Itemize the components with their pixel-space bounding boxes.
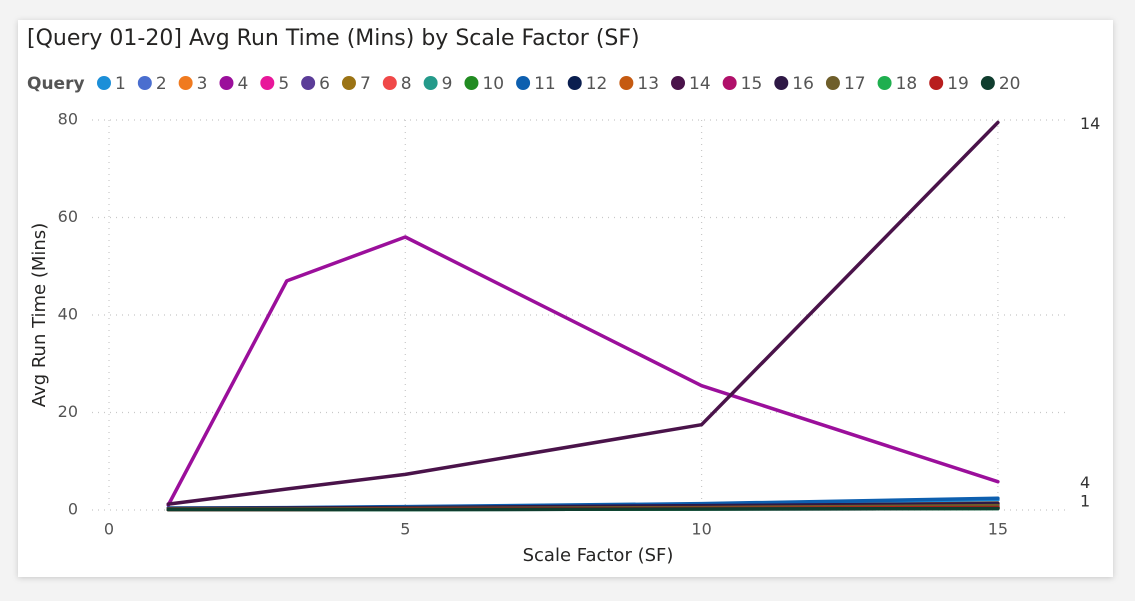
legend-marker <box>382 76 397 90</box>
y-tick-label: 60 <box>58 207 78 226</box>
legend-marker <box>97 76 111 90</box>
series-line <box>166 506 1000 512</box>
legend-label: 18 <box>896 74 918 94</box>
legend-label: 11 <box>534 74 556 94</box>
legend-label: 9 <box>442 74 453 94</box>
legend-marker <box>137 76 152 90</box>
legend-label: 17 <box>844 74 866 94</box>
legend-label: 10 <box>482 74 504 94</box>
x-tick-label: 15 <box>988 520 1008 539</box>
legend-title: Query <box>27 74 85 94</box>
x-axis-title: Scale Factor (SF) <box>523 545 674 566</box>
legend-marker <box>219 76 234 90</box>
legend-label: 13 <box>637 74 659 94</box>
legend-label: 20 <box>999 74 1021 94</box>
legend-marker <box>774 76 789 90</box>
legend-label: 15 <box>741 74 763 94</box>
legend-label: 19 <box>947 74 969 94</box>
legend-marker <box>825 76 840 90</box>
legend-marker <box>877 76 892 90</box>
legend-marker <box>423 76 438 90</box>
legend-label: 1 <box>115 74 126 94</box>
legend-marker <box>619 76 634 90</box>
y-tick-label: 40 <box>58 305 78 324</box>
legend-label: 16 <box>792 74 814 94</box>
legend-marker <box>178 76 193 90</box>
end-label: 1 <box>1080 491 1090 510</box>
legend-label: 6 <box>319 74 330 94</box>
y-tick-label: 20 <box>58 402 78 421</box>
x-tick-label: 0 <box>104 520 114 539</box>
end-label: 4 <box>1080 473 1090 492</box>
legend-marker <box>722 76 737 90</box>
legend-marker <box>341 76 356 90</box>
legend-label: 7 <box>360 74 371 94</box>
legend-marker <box>671 76 686 90</box>
legend-marker <box>464 76 479 90</box>
legend-marker <box>929 76 944 90</box>
legend-label: 3 <box>197 74 208 94</box>
legend-label: 8 <box>401 74 412 94</box>
legend-marker <box>980 76 995 90</box>
x-tick-label: 5 <box>400 520 410 539</box>
y-tick-label: 80 <box>58 110 78 129</box>
x-tick-label: 10 <box>691 520 711 539</box>
legend-label: 2 <box>156 74 167 94</box>
legend-marker <box>301 76 316 90</box>
end-label: 14 <box>1080 114 1100 133</box>
legend-label: 5 <box>278 74 289 94</box>
legend-marker <box>516 76 531 90</box>
y-axis-title: Avg Run Time (Mins) <box>29 223 50 407</box>
chart-title: [Query 01-20] Avg Run Time (Mins) by Sca… <box>27 26 640 51</box>
series-line <box>166 235 1000 507</box>
card <box>18 20 1113 577</box>
legend-label: 14 <box>689 74 711 94</box>
series-line <box>166 120 1000 506</box>
y-tick-label: 0 <box>68 500 78 519</box>
legend-marker <box>260 76 275 90</box>
legend-marker <box>567 76 582 90</box>
legend-label: 12 <box>586 74 608 94</box>
legend-label: 4 <box>237 74 248 94</box>
